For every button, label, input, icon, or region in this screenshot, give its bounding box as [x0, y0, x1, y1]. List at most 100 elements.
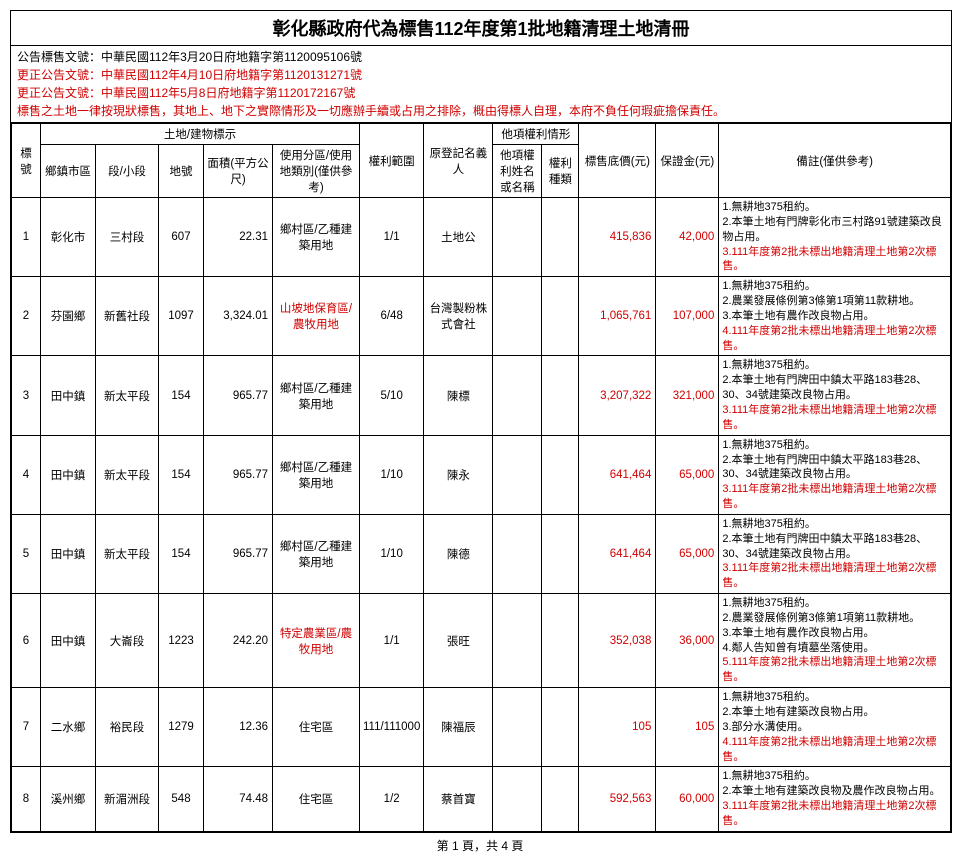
cell-other-type — [542, 514, 579, 593]
cell-lot: 154 — [159, 514, 204, 593]
header-block: 公告標售文號：中華民國112年3月20日府地籍字第1120095106號 更正公… — [11, 46, 951, 123]
cell-area: 965.77 — [204, 356, 273, 435]
header-line-3: 更正公告文號：中華民國112年5月8日府地籍字第1120172167號 — [17, 84, 945, 102]
cell-other-name — [493, 198, 542, 277]
cell-lot: 1279 — [159, 688, 204, 767]
cell-no: 8 — [12, 767, 41, 831]
cell-price: 415,836 — [579, 198, 656, 277]
cell-section: 新舊社段 — [96, 277, 159, 356]
remark-line: 1.無耕地375租約。 — [722, 690, 947, 705]
cell-scope: 111/111000 — [360, 688, 424, 767]
header-line-4: 標售之土地一律按現狀標售，其地上、地下之實際情形及一切應辦手續或占用之排除，概由… — [17, 102, 945, 120]
col-remarks: 備註(僅供參考) — [719, 124, 951, 198]
cell-owner: 台灣製粉株式會社 — [424, 277, 493, 356]
remark-line: 1.無耕地375租約。 — [722, 769, 947, 784]
cell-use: 鄉村區/乙種建築用地 — [273, 198, 360, 277]
cell-town: 田中鎮 — [41, 356, 96, 435]
table-body: 1彰化市三村段60722.31鄉村區/乙種建築用地1/1土地公415,83642… — [12, 198, 951, 832]
remark-line: 3.111年度第2批未標出地籍清理土地第2次標售。 — [722, 403, 947, 433]
table-row: 1彰化市三村段60722.31鄉村區/乙種建築用地1/1土地公415,83642… — [12, 198, 951, 277]
remark-line: 1.無耕地375租約。 — [722, 200, 947, 215]
col-land-group: 土地/建物標示 — [41, 124, 360, 145]
cell-remarks: 1.無耕地375租約。2.本筆土地有建築改良物及農作改良物占用。3.111年度第… — [719, 767, 951, 831]
remark-line: 2.本筆土地有建築改良物占用。 — [722, 705, 947, 720]
page-footer: 第 1 頁，共 4 頁 — [10, 833, 950, 854]
cell-no: 3 — [12, 356, 41, 435]
cell-area: 3,324.01 — [204, 277, 273, 356]
cell-no: 7 — [12, 688, 41, 767]
remark-line: 3.111年度第2批未標出地籍清理土地第2次標售。 — [722, 561, 947, 591]
cell-area: 74.48 — [204, 767, 273, 831]
cell-deposit: 36,000 — [656, 594, 719, 688]
cell-other-type — [542, 198, 579, 277]
table-row: 5田中鎮新太平段154965.77鄉村區/乙種建築用地1/10陳德641,464… — [12, 514, 951, 593]
cell-use: 特定農業區/農牧用地 — [273, 594, 360, 688]
remark-line: 2.本筆土地有建築改良物及農作改良物占用。 — [722, 784, 947, 799]
col-area: 面積(平方公尺) — [204, 145, 273, 198]
col-town: 鄉鎮市區 — [41, 145, 96, 198]
remark-line: 3.部分水溝使用。 — [722, 720, 947, 735]
cell-price: 592,563 — [579, 767, 656, 831]
cell-town: 芬園鄉 — [41, 277, 96, 356]
cell-scope: 1/10 — [360, 435, 424, 514]
cell-area: 965.77 — [204, 435, 273, 514]
cell-no: 2 — [12, 277, 41, 356]
cell-other-name — [493, 435, 542, 514]
cell-other-name — [493, 688, 542, 767]
cell-section: 三村段 — [96, 198, 159, 277]
remark-line: 3.111年度第2批未標出地籍清理土地第2次標售。 — [722, 799, 947, 829]
cell-price: 641,464 — [579, 435, 656, 514]
cell-price: 1,065,761 — [579, 277, 656, 356]
cell-scope: 5/10 — [360, 356, 424, 435]
remark-line: 4.111年度第2批未標出地籍清理土地第2次標售。 — [722, 735, 947, 765]
land-table: 標號 土地/建物標示 權利範圍 原登記名義人 他項權利情形 標售底價(元) 保證… — [11, 123, 951, 832]
cell-other-name — [493, 767, 542, 831]
cell-town: 溪州鄉 — [41, 767, 96, 831]
cell-use: 鄉村區/乙種建築用地 — [273, 435, 360, 514]
cell-lot: 1223 — [159, 594, 204, 688]
col-no: 標號 — [12, 124, 41, 198]
cell-section: 新湄洲段 — [96, 767, 159, 831]
header-line-1: 公告標售文號：中華民國112年3月20日府地籍字第1120095106號 — [17, 48, 945, 66]
cell-scope: 1/1 — [360, 198, 424, 277]
cell-area: 22.31 — [204, 198, 273, 277]
cell-deposit: 105 — [656, 688, 719, 767]
cell-lot: 154 — [159, 356, 204, 435]
cell-use: 住宅區 — [273, 767, 360, 831]
cell-remarks: 1.無耕地375租約。2.本筆土地有門牌田中鎮太平路183巷28、30、34號建… — [719, 435, 951, 514]
remark-line: 2.本筆土地有門牌田中鎮太平路183巷28、30、34號建築改良物占用。 — [722, 532, 947, 562]
cell-scope: 1/2 — [360, 767, 424, 831]
col-lot: 地號 — [159, 145, 204, 198]
col-scope: 權利範圍 — [360, 124, 424, 198]
cell-other-name — [493, 277, 542, 356]
cell-other-type — [542, 767, 579, 831]
page-title: 彰化縣政府代為標售112年度第1批地籍清理土地清冊 — [11, 11, 951, 46]
cell-deposit: 42,000 — [656, 198, 719, 277]
cell-remarks: 1.無耕地375租約。2.本筆土地有門牌彰化市三村路91號建築改良物占用。3.1… — [719, 198, 951, 277]
cell-town: 田中鎮 — [41, 594, 96, 688]
cell-area: 12.36 — [204, 688, 273, 767]
cell-owner: 蔡首寶 — [424, 767, 493, 831]
cell-lot: 154 — [159, 435, 204, 514]
cell-other-type — [542, 435, 579, 514]
cell-owner: 陳福辰 — [424, 688, 493, 767]
table-row: 8溪州鄉新湄洲段54874.48住宅區1/2蔡首寶592,56360,0001.… — [12, 767, 951, 831]
col-other-type: 權利種類 — [542, 145, 579, 198]
remark-line: 4.鄰人告知曾有墳墓坐落使用。 — [722, 641, 947, 656]
cell-lot: 548 — [159, 767, 204, 831]
cell-other-name — [493, 594, 542, 688]
cell-lot: 1097 — [159, 277, 204, 356]
table-row: 6田中鎮大崙段1223242.20特定農業區/農牧用地1/1張旺352,0383… — [12, 594, 951, 688]
cell-scope: 1/10 — [360, 514, 424, 593]
col-owner: 原登記名義人 — [424, 124, 493, 198]
cell-price: 352,038 — [579, 594, 656, 688]
cell-owner: 陳標 — [424, 356, 493, 435]
cell-no: 4 — [12, 435, 41, 514]
cell-area: 242.20 — [204, 594, 273, 688]
table-row: 2芬園鄉新舊社段10973,324.01山坡地保育區/農牧用地6/48台灣製粉株… — [12, 277, 951, 356]
col-other-group: 他項權利情形 — [493, 124, 579, 145]
col-price: 標售底價(元) — [579, 124, 656, 198]
cell-other-type — [542, 356, 579, 435]
table-row: 3田中鎮新太平段154965.77鄉村區/乙種建築用地5/10陳標3,207,3… — [12, 356, 951, 435]
cell-lot: 607 — [159, 198, 204, 277]
